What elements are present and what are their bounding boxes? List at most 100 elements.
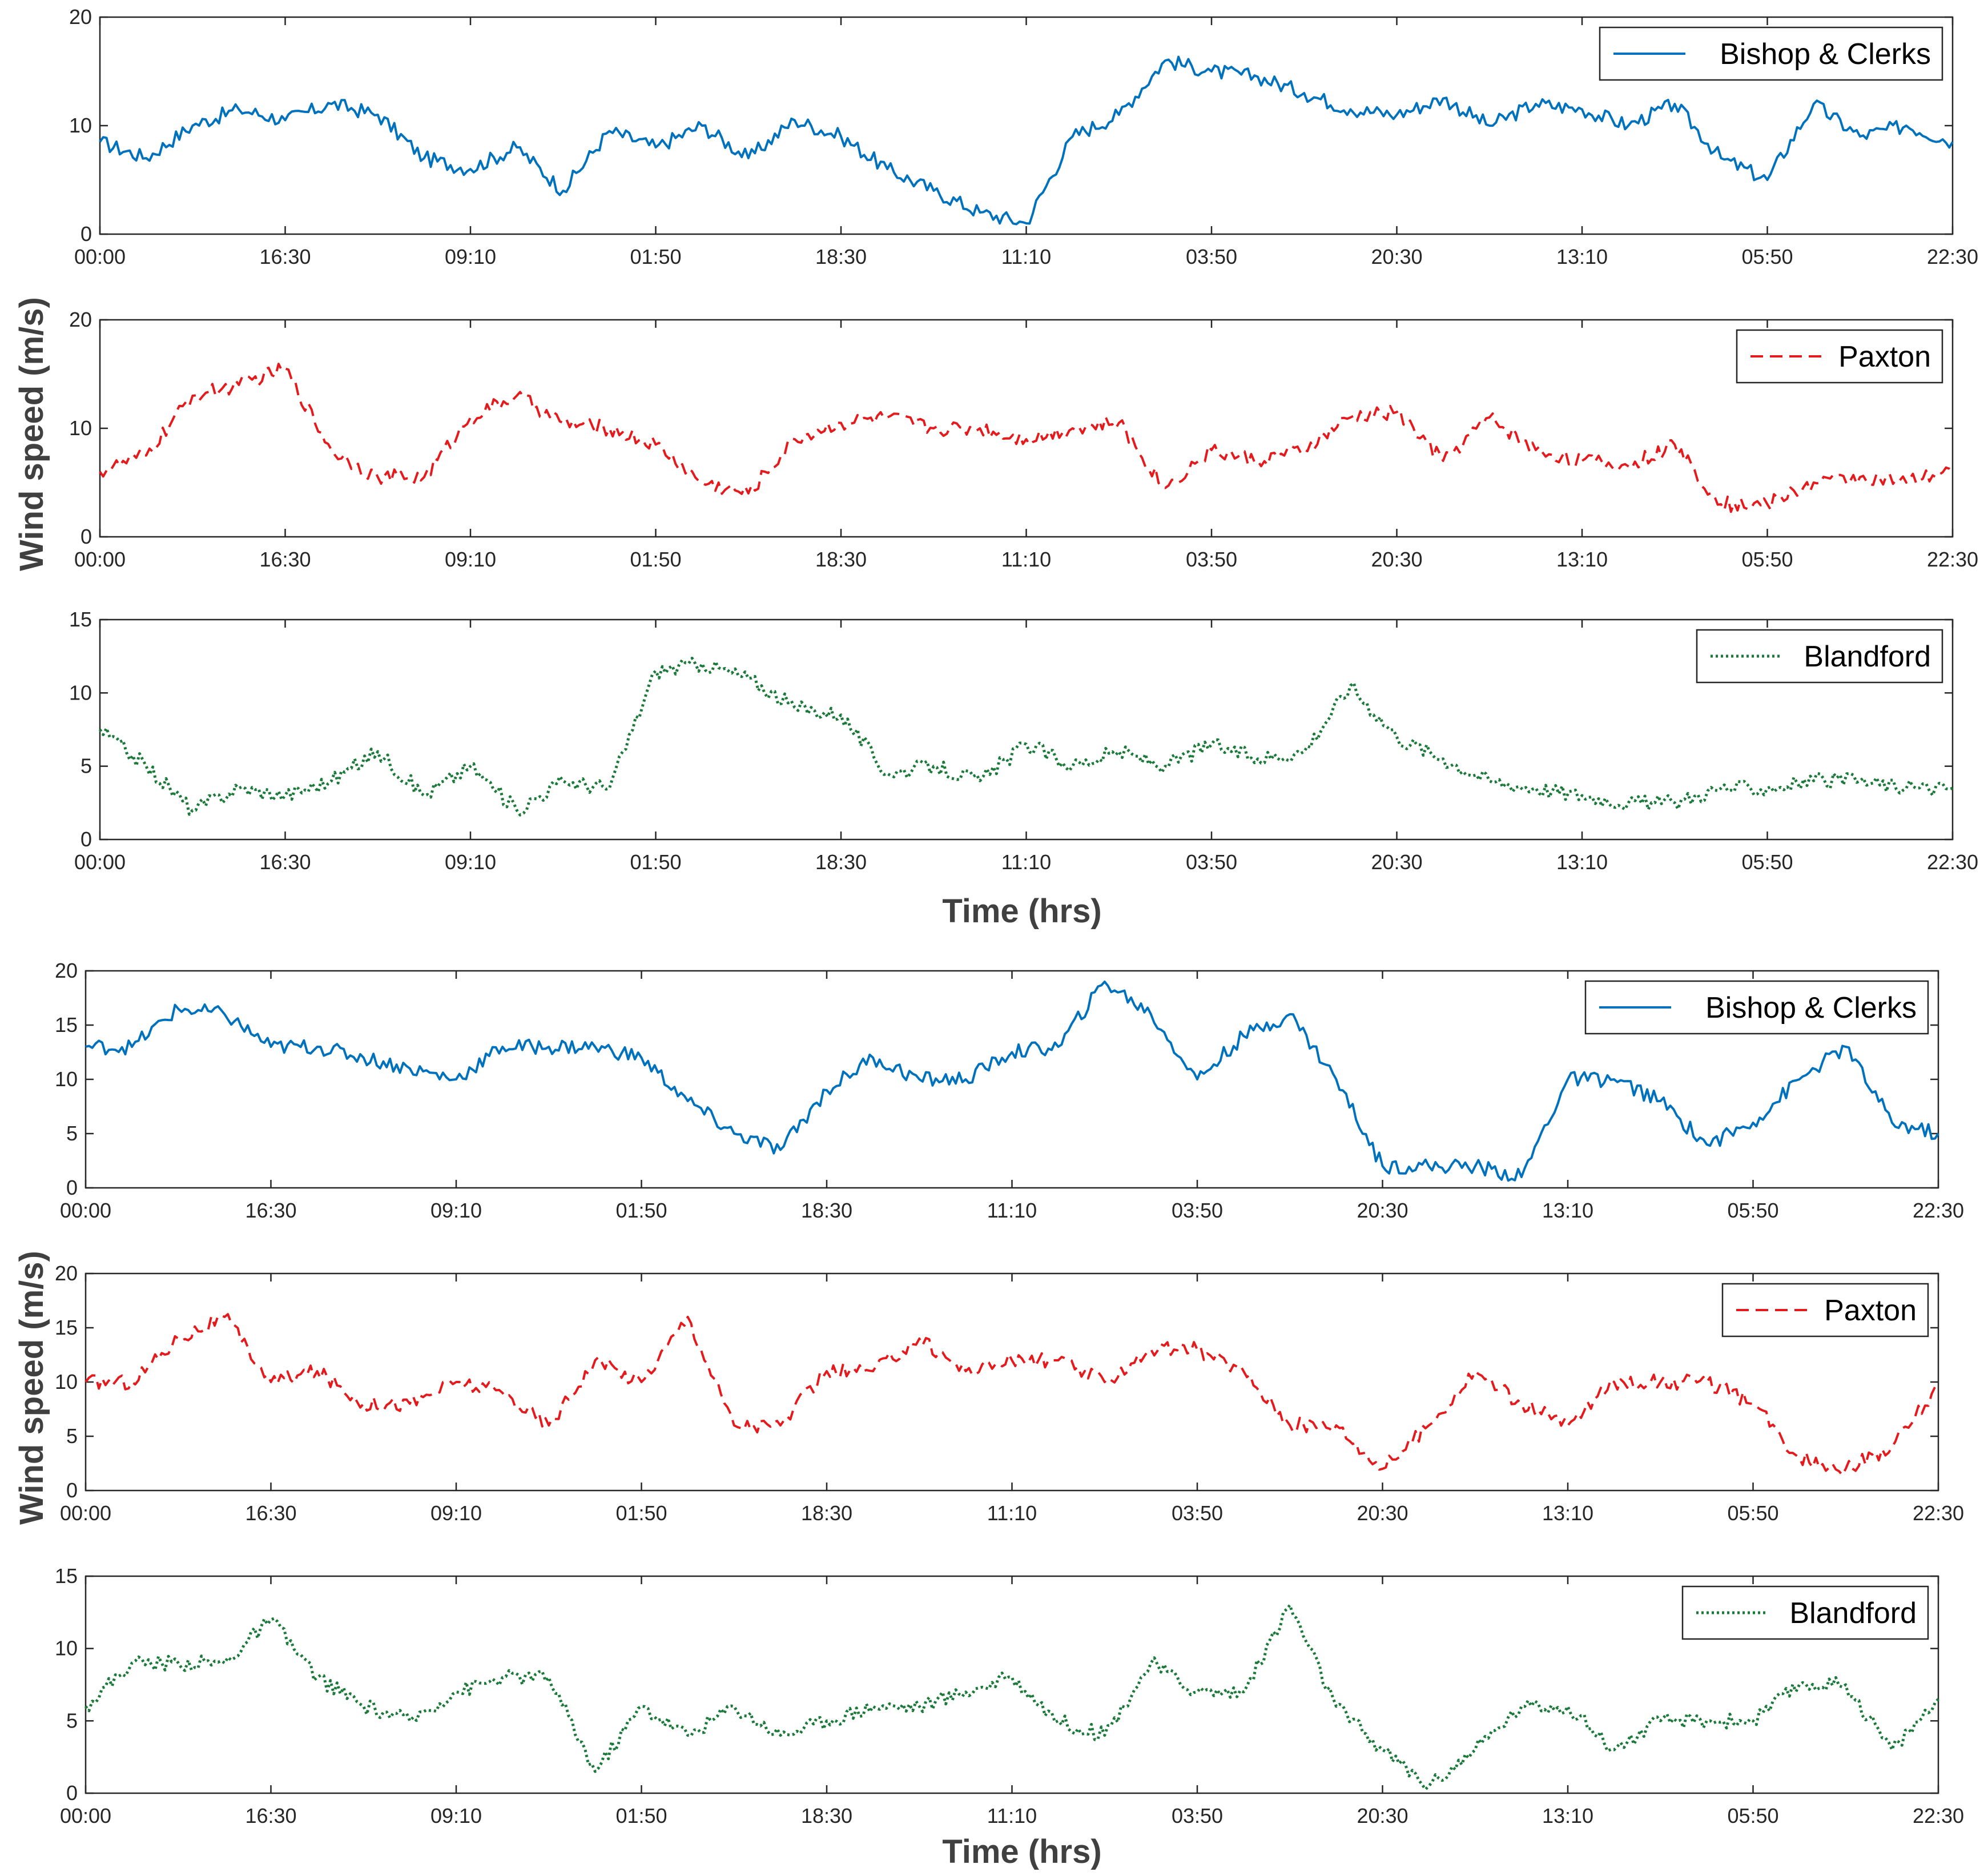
legend: Paxton [1721,1283,1929,1337]
x-tick-label: 00:00 [74,245,126,268]
panel-3: 0 5 10 15 00:00 16:30 09:10 01:50 18:30 11:10 03:5… [69,608,1978,874]
series-line [99,55,1954,226]
y-tick-label: 10 [55,1067,78,1091]
legend: Blandford [1681,1585,1929,1640]
y-tick-label: 10 [55,1637,78,1660]
x-tick-label: 16:30 [245,1501,296,1525]
group2-xlabel: Time (hrs) [942,1833,1101,1870]
y-tick-label: 10 [69,681,92,704]
y-tick-label: 15 [55,1316,78,1339]
x-tick-label: 16:30 [245,1804,296,1827]
y-tick-label: 15 [55,1013,78,1037]
x-tick-label: 18:30 [801,1804,852,1827]
x-tick-label: 00:00 [74,548,126,571]
x-tick-label: 22:30 [1927,245,1978,268]
y-tick-label: 0 [66,1781,78,1805]
panel-2: 0 10 20 00:00 16:30 09:10 01:50 18:30 11:10 03:50… [69,308,1978,571]
x-tick-label: 03:50 [1186,548,1237,571]
y-tick-label: 20 [55,959,78,982]
series-line [84,1604,1939,1791]
x-tick-label: 13:10 [1542,1501,1593,1525]
chart-panels: 0 10 20 00:00 16:30 09:10 01:50 18:30 11:10 03:50… [55,5,1978,1827]
x-tick-label: 05:50 [1727,1199,1778,1222]
x-tick-label: 18:30 [815,850,867,874]
y-tick-label: 20 [55,1262,78,1285]
y-tick-label: 20 [69,5,92,29]
x-tick-label: 01:50 [630,245,681,268]
x-tick-label: 11:10 [1001,548,1051,571]
x-tick-label: 09:10 [445,245,496,268]
x-tick-label: 05:50 [1741,548,1793,571]
x-tick-label: 18:30 [801,1199,852,1222]
x-tick-label: 20:30 [1357,1501,1408,1525]
y-tick-label: 15 [55,1564,78,1588]
panel-1: 0 10 20 00:00 16:30 09:10 01:50 18:30 11:10 03:50… [69,5,1978,268]
x-tick-label: 20:30 [1357,1804,1408,1827]
x-tick-label: 11:10 [987,1199,1037,1222]
group2-ylabel: Wind speed (m/s) [13,1251,50,1525]
x-tick-label: 09:10 [445,850,496,874]
legend: Bishop & Clerks [1599,26,1943,81]
panel-6: 0 5 10 15 00:00 16:30 09:10 01:50 18:30 11:10 03:5… [55,1564,1964,1827]
x-tick-label: 09:10 [430,1199,482,1222]
y-tick-label: 20 [69,308,92,331]
legend-label: Bishop & Clerks [1705,991,1917,1025]
x-tick-label: 11:10 [1001,850,1051,874]
x-tick-label: 11:10 [1001,245,1051,268]
x-tick-label: 05:50 [1741,850,1793,874]
x-tick-label: 09:10 [445,548,496,571]
y-tick-label: 0 [66,1176,78,1199]
x-tick-label: 16:30 [259,548,311,571]
x-tick-label: 00:00 [74,850,126,874]
x-tick-label: 16:30 [259,850,311,874]
x-tick-label: 03:50 [1186,850,1237,874]
x-tick-label: 01:50 [615,1501,667,1525]
series-line [99,363,1954,513]
x-tick-label: 01:50 [615,1804,667,1827]
series-line [85,981,1939,1182]
x-tick-label: 03:50 [1186,245,1237,268]
y-tick-label: 10 [69,416,92,440]
x-tick-label: 13:10 [1542,1199,1593,1222]
x-tick-label: 03:50 [1172,1501,1223,1525]
x-tick-label: 22:30 [1913,1804,1964,1827]
legend-label: Paxton [1838,340,1931,373]
y-tick-label: 0 [81,827,92,851]
legend: Blandford [1696,629,1943,684]
x-tick-label: 09:10 [430,1804,482,1827]
legend: Bishop & Clerks [1584,980,1929,1035]
x-tick-label: 05:50 [1727,1804,1778,1827]
x-tick-label: 16:30 [245,1199,296,1222]
y-tick-label: 0 [81,525,92,548]
x-tick-label: 22:30 [1927,548,1978,571]
y-tick-label: 10 [69,114,92,137]
x-tick-label: 13:10 [1542,1804,1593,1827]
legend-label: Paxton [1824,1294,1917,1327]
legend-label: Bishop & Clerks [1720,38,1931,71]
x-tick-label: 00:00 [60,1501,111,1525]
x-tick-label: 18:30 [801,1501,852,1525]
x-tick-label: 01:50 [630,850,681,874]
series-line [84,1313,1939,1477]
y-tick-label: 5 [66,1709,78,1732]
x-tick-label: 22:30 [1913,1199,1964,1222]
x-tick-label: 13:10 [1556,850,1608,874]
y-tick-label: 0 [66,1479,78,1502]
x-tick-label: 11:10 [987,1501,1037,1525]
group1-ylabel: Wind speed (m/s) [13,297,50,571]
x-tick-label: 22:30 [1927,850,1978,874]
panel-5: 0 5 10 15 20 00:00 16:30 09:10 01:50 18:30 11:10 03… [55,1262,1964,1525]
y-tick-label: 5 [66,1122,78,1145]
panel-4: 0 5 10 15 20 00:00 16:30 09:10 01:50 18:30 11:10 03… [55,959,1964,1222]
x-tick-label: 09:10 [430,1501,482,1525]
series-line [98,657,1953,817]
legend-label: Blandford [1789,1597,1917,1630]
y-tick-label: 5 [66,1424,78,1448]
x-tick-label: 13:10 [1556,245,1608,268]
y-tick-label: 15 [69,608,92,631]
x-tick-label: 03:50 [1172,1199,1223,1222]
x-tick-label: 20:30 [1371,245,1422,268]
x-tick-label: 22:30 [1913,1501,1964,1525]
x-tick-label: 05:50 [1727,1501,1778,1525]
